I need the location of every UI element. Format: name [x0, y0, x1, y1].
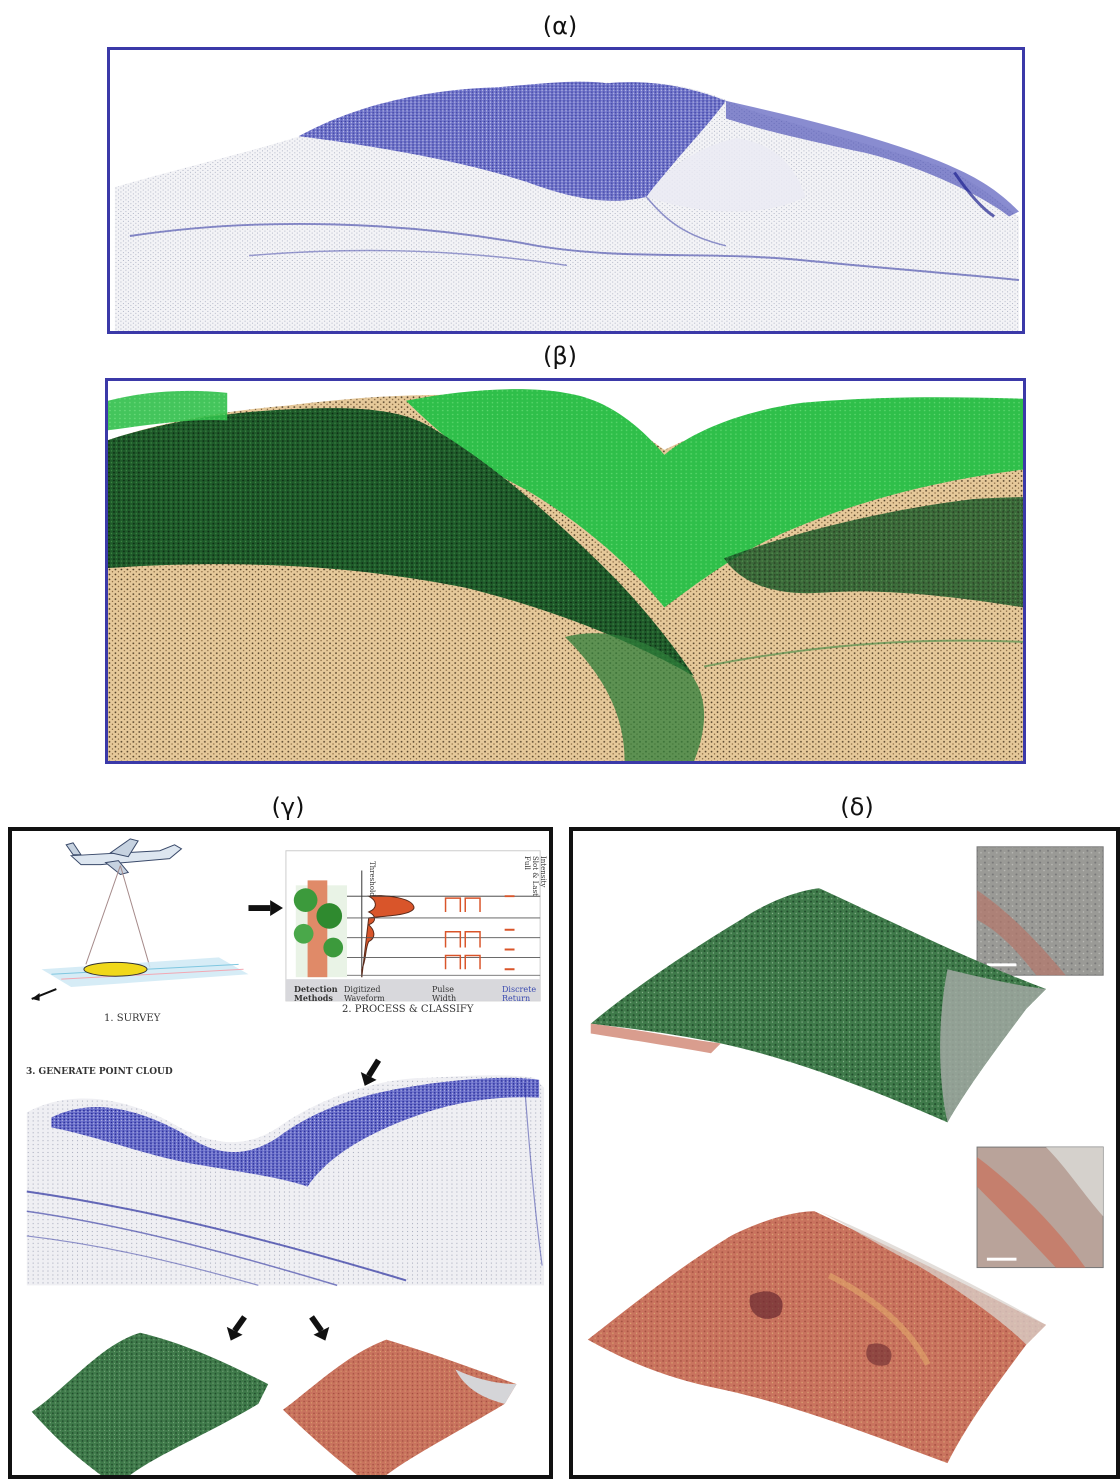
chart-side-label-2: Slot & Last: [531, 856, 539, 896]
detection-methods-label: Detection Methods: [294, 984, 338, 1003]
step-2-label: 2. PROCESS & CLASSIFY: [342, 1004, 474, 1015]
airplane-icon: [65, 838, 183, 875]
panel-gamma-workflow: 1. SURVEY 2. PROCESS & CLASSIFY 3. GENER…: [8, 827, 553, 1479]
classified-point-cloud-image: [108, 381, 1023, 761]
discrete-return-label: Discrete Return: [502, 985, 537, 1003]
label-gamma: (γ): [271, 793, 305, 821]
terrain-3d-models: [587, 846, 1104, 1464]
generated-point-cloud: [26, 1075, 545, 1287]
workflow-graphics: [26, 838, 545, 1475]
label-beta: (β): [542, 342, 578, 370]
step-1-label: 1. SURVEY: [104, 1013, 161, 1024]
chart-side-label-1: Intensity: [539, 856, 547, 888]
threshold-label: Threshold: [368, 861, 376, 897]
point-cloud-blue-image: [110, 50, 1022, 331]
label-alpha: (α): [542, 12, 578, 40]
label-delta: (δ): [840, 793, 874, 821]
panel-alpha-point-cloud: [107, 47, 1025, 334]
panel-delta-terrain-models: [569, 827, 1120, 1479]
bare-earth-terrain-model-large: [587, 1211, 1047, 1464]
step-3-label: 3. GENERATE POINT CLOUD: [26, 1067, 173, 1077]
panel-beta-classified-cloud: [105, 378, 1026, 764]
pulse-width-label: Pulse Width: [432, 985, 457, 1003]
bare-earth-terrain-model: [282, 1339, 517, 1475]
digitized-waveform-label: Digitized Waveform: [344, 985, 385, 1003]
waveform-chart: [285, 850, 541, 1002]
chart-side-label-3: Full: [523, 856, 531, 870]
forest-terrain-model: [31, 1332, 269, 1475]
forest-terrain-model-large: [590, 888, 1047, 1123]
